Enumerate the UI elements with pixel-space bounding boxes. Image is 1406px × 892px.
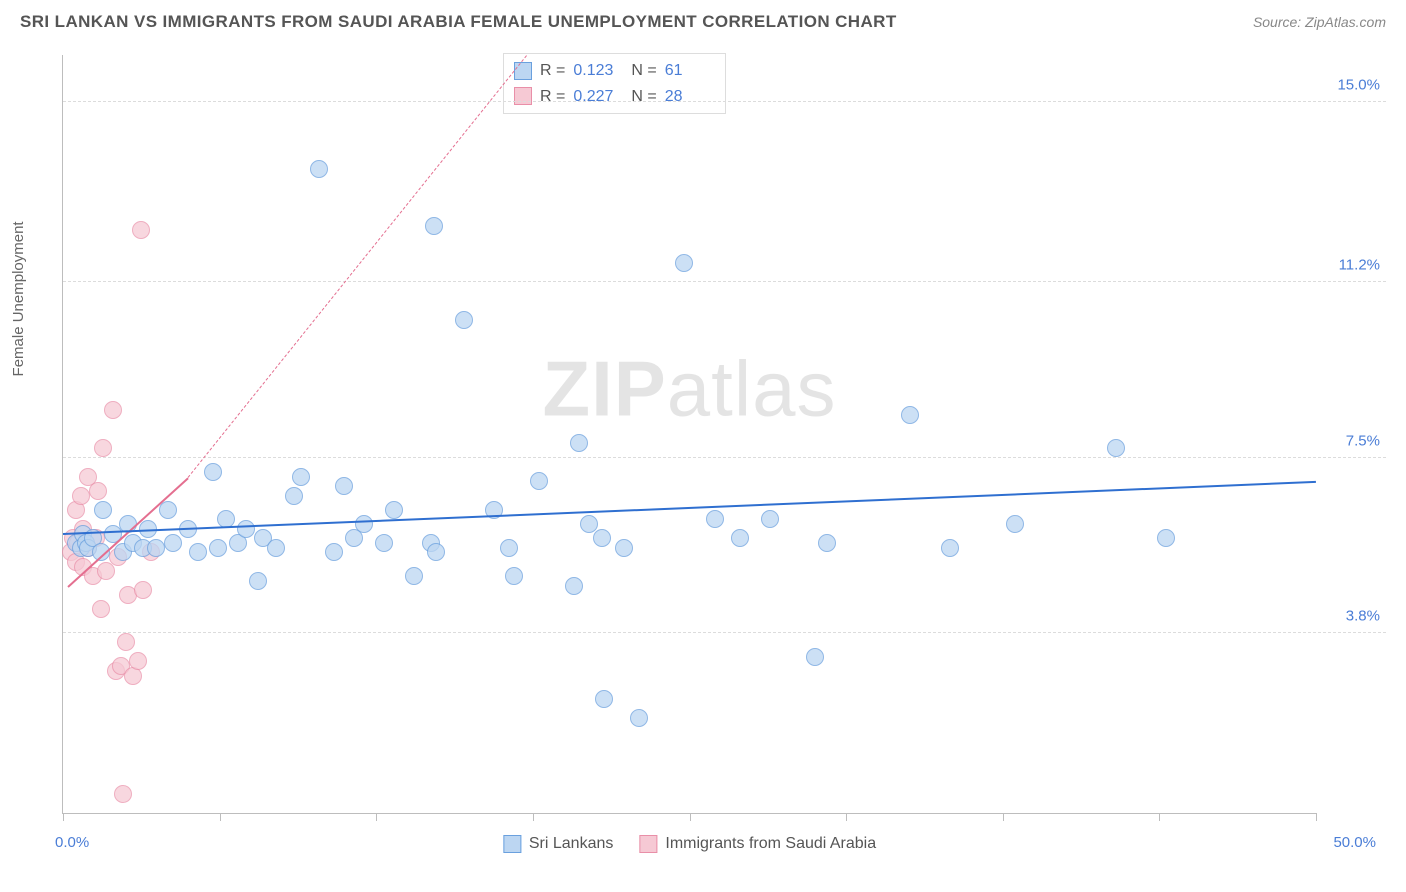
trend-line — [188, 55, 527, 477]
scatter-point — [806, 648, 824, 666]
chart-title: SRI LANKAN VS IMMIGRANTS FROM SAUDI ARAB… — [20, 12, 897, 32]
x-axis-min-label: 0.0% — [55, 834, 89, 851]
scatter-point — [706, 510, 724, 528]
scatter-point — [292, 468, 310, 486]
scatter-point — [595, 690, 613, 708]
watermark-logo: ZIPatlas — [542, 343, 836, 434]
legend-swatch-icon — [514, 62, 532, 80]
scatter-point — [375, 534, 393, 552]
legend-label: Immigrants from Saudi Arabia — [665, 835, 876, 853]
scatter-point — [427, 543, 445, 561]
y-tick-label: 15.0% — [1337, 77, 1380, 94]
scatter-point — [267, 539, 285, 557]
scatter-point — [530, 472, 548, 490]
x-tick — [63, 813, 64, 821]
y-tick-label: 11.2% — [1339, 257, 1380, 274]
scatter-point — [901, 406, 919, 424]
legend-swatch-icon — [503, 835, 521, 853]
legend-row-series-a: R = 0.123 N = 61 — [514, 58, 715, 84]
scatter-point — [425, 217, 443, 235]
x-tick — [533, 813, 534, 821]
n-value-b: 28 — [665, 84, 715, 110]
x-tick — [690, 813, 691, 821]
scatter-point — [285, 487, 303, 505]
series-legend: Sri Lankans Immigrants from Saudi Arabia — [503, 835, 876, 853]
scatter-point — [405, 567, 423, 585]
scatter-point — [630, 709, 648, 727]
y-axis-label: Female Unemployment — [10, 221, 27, 376]
x-tick — [1316, 813, 1317, 821]
x-axis-max-label: 50.0% — [1333, 834, 1376, 851]
scatter-point — [455, 311, 473, 329]
scatter-point — [92, 600, 110, 618]
scatter-point — [209, 539, 227, 557]
scatter-point — [310, 160, 328, 178]
legend-item-series-b: Immigrants from Saudi Arabia — [639, 835, 876, 853]
scatter-point — [189, 543, 207, 561]
scatter-point — [159, 501, 177, 519]
y-tick-label: 7.5% — [1346, 432, 1380, 449]
scatter-point — [385, 501, 403, 519]
scatter-point — [1157, 529, 1175, 547]
scatter-point — [117, 633, 135, 651]
scatter-point — [761, 510, 779, 528]
scatter-point — [237, 520, 255, 538]
r-value-b: 0.227 — [573, 84, 623, 110]
scatter-point — [1107, 439, 1125, 457]
scatter-point — [97, 562, 115, 580]
chart-container: Female Unemployment ZIPatlas R = 0.123 N… — [20, 45, 1386, 862]
scatter-point — [355, 515, 373, 533]
scatter-point — [89, 482, 107, 500]
x-tick — [1159, 813, 1160, 821]
source-attribution: Source: ZipAtlas.com — [1253, 14, 1386, 30]
scatter-point — [731, 529, 749, 547]
scatter-point — [570, 434, 588, 452]
scatter-point — [249, 572, 267, 590]
r-value-a: 0.123 — [573, 58, 623, 84]
gridline — [63, 457, 1386, 458]
scatter-point — [104, 401, 122, 419]
gridline — [63, 281, 1386, 282]
scatter-point — [72, 487, 90, 505]
scatter-point — [500, 539, 518, 557]
gridline — [63, 101, 1386, 102]
scatter-point — [204, 463, 222, 481]
x-tick — [376, 813, 377, 821]
correlation-legend: R = 0.123 N = 61 R = 0.227 N = 28 — [503, 53, 726, 114]
scatter-point — [615, 539, 633, 557]
scatter-point — [114, 785, 132, 803]
y-tick-label: 3.8% — [1346, 607, 1380, 624]
legend-row-series-b: R = 0.227 N = 28 — [514, 84, 715, 110]
scatter-point — [134, 581, 152, 599]
scatter-point — [164, 534, 182, 552]
scatter-point — [593, 529, 611, 547]
x-tick — [846, 813, 847, 821]
scatter-point — [94, 439, 112, 457]
scatter-point — [941, 539, 959, 557]
n-value-a: 61 — [665, 58, 715, 84]
scatter-point — [129, 652, 147, 670]
legend-label: Sri Lankans — [529, 835, 614, 853]
scatter-point — [94, 501, 112, 519]
scatter-point — [325, 543, 343, 561]
legend-swatch-icon — [639, 835, 657, 853]
scatter-plot-area: ZIPatlas R = 0.123 N = 61 R = 0.227 N = … — [62, 55, 1316, 814]
x-tick — [1003, 813, 1004, 821]
scatter-point — [132, 221, 150, 239]
legend-swatch-icon — [514, 87, 532, 105]
gridline — [63, 632, 1386, 633]
scatter-point — [147, 539, 165, 557]
scatter-point — [1006, 515, 1024, 533]
scatter-point — [505, 567, 523, 585]
scatter-point — [675, 254, 693, 272]
scatter-point — [818, 534, 836, 552]
legend-item-series-a: Sri Lankans — [503, 835, 614, 853]
x-tick — [220, 813, 221, 821]
scatter-point — [565, 577, 583, 595]
scatter-point — [335, 477, 353, 495]
